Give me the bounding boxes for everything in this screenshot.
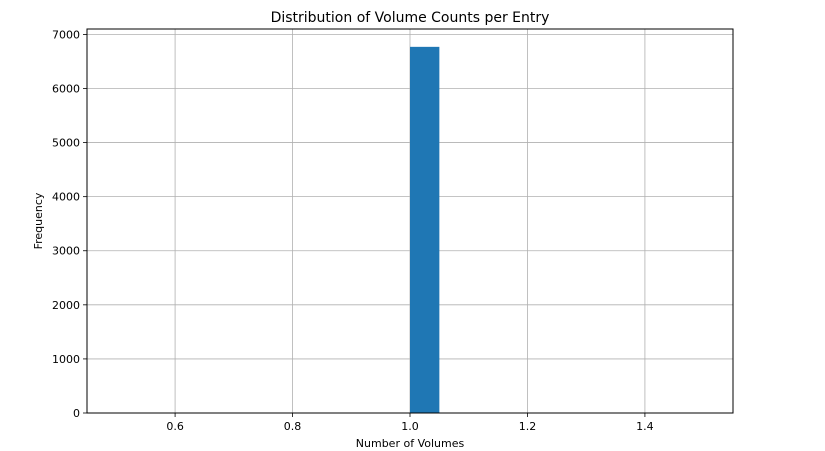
x-tick-label-1: 0.8 (284, 420, 302, 433)
x-axis-ticks: 0.6 0.8 1.0 1.2 1.4 (166, 413, 654, 433)
x-tick-label-4: 1.4 (636, 420, 654, 433)
x-tick-label-3: 1.2 (519, 420, 537, 433)
y-tick-label-6: 6000 (52, 82, 80, 95)
x-axis-label: Number of Volumes (356, 437, 465, 450)
y-tick-label-7: 7000 (52, 28, 80, 41)
histogram-bar-0 (410, 46, 440, 413)
y-tick-label-1: 1000 (52, 353, 80, 366)
y-tick-label-3: 3000 (52, 245, 80, 258)
y-axis-ticks: 0 1000 2000 3000 4000 5000 6000 7000 (52, 28, 87, 420)
y-tick-label-0: 0 (73, 407, 80, 420)
y-tick-label-2: 2000 (52, 299, 80, 312)
y-tick-label-4: 4000 (52, 191, 80, 204)
chart-title: Distribution of Volume Counts per Entry (271, 10, 550, 26)
y-tick-label-5: 5000 (52, 137, 80, 150)
x-tick-label-2: 1.0 (401, 420, 419, 433)
x-tick-label-0: 0.6 (166, 420, 184, 433)
y-axis-label: Frequency (32, 192, 45, 249)
bars (410, 46, 440, 413)
